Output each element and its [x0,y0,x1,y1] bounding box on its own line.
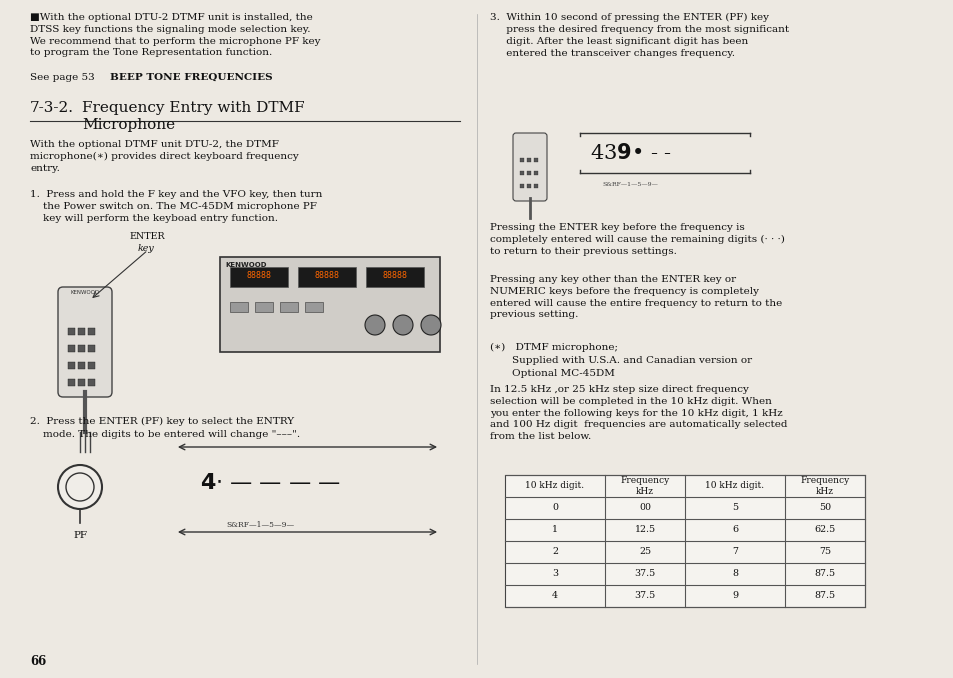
Text: 2.  Press the ENTER (PF) key to select the ENTRY
    mode. The digits to be ente: 2. Press the ENTER (PF) key to select th… [30,417,300,439]
Text: BEEP TONE FREQUENCIES: BEEP TONE FREQUENCIES [110,73,273,82]
Bar [88,379,95,386]
Bar [534,171,537,175]
Circle shape [365,315,385,335]
Bar [519,158,523,162]
Bar [519,184,523,188]
Bar [78,345,85,352]
Bar [526,184,531,188]
Text: 10 kHz digit.: 10 kHz digit. [704,481,763,490]
Text: Microphone: Microphone [82,118,175,132]
Text: 5: 5 [731,504,738,513]
Text: 00: 00 [639,504,650,513]
Text: S&RF—1—5—9—: S&RF—1—5—9— [226,521,294,529]
Text: S&RF—1—5—9—: S&RF—1—5—9— [601,182,658,187]
Text: 7-3-2.: 7-3-2. [30,101,74,115]
FancyBboxPatch shape [513,133,546,201]
Bar [519,171,523,175]
Circle shape [66,473,94,501]
Bar [68,379,75,386]
Text: ■With the optional DTU-2 DTMF unit is installed, the
DTSS key functions the sign: ■With the optional DTU-2 DTMF unit is in… [30,13,320,58]
Bar [526,158,531,162]
Text: 3: 3 [552,570,558,578]
Text: Pressing the ENTER key before the frequency is
completely entered will cause the: Pressing the ENTER key before the freque… [490,223,784,256]
Bar [504,475,864,607]
Bar [534,184,537,188]
Text: With the optional DTMF unit DTU-2, the DTMF
microphone(∗) provides direct keyboa: With the optional DTMF unit DTU-2, the D… [30,140,298,173]
Bar [254,302,273,312]
Bar [366,267,423,287]
Bar [88,328,95,335]
Bar [68,345,75,352]
Text: See page 53: See page 53 [30,73,94,82]
Text: Supplied with U.S.A. and Canadian version or: Supplied with U.S.A. and Canadian versio… [512,356,751,365]
Text: 7: 7 [731,548,738,557]
Bar [78,362,85,369]
Text: 37.5: 37.5 [634,570,655,578]
Text: 25: 25 [639,548,650,557]
Text: 3.  Within 10 second of pressing the ENTER (PF) key
     press the desired frequ: 3. Within 10 second of pressing the ENTE… [490,13,788,58]
Text: 88888: 88888 [382,271,407,279]
Text: Frequency
kHz: Frequency kHz [619,477,669,496]
Text: 12.5: 12.5 [634,525,655,534]
Text: 88888: 88888 [246,271,272,279]
Bar [297,267,355,287]
Bar [78,379,85,386]
Text: Frequency Entry with DTMF: Frequency Entry with DTMF [82,101,304,115]
Text: 1.  Press and hold the F key and the VFO key, then turn
    the Power switch on.: 1. Press and hold the F key and the VFO … [30,190,322,222]
Text: 4: 4 [552,591,558,601]
Bar [88,362,95,369]
Text: 8: 8 [731,570,738,578]
Text: In 12.5 kHz ,or 25 kHz step size direct frequency
selection will be completed in: In 12.5 kHz ,or 25 kHz step size direct … [490,385,786,441]
Circle shape [393,315,413,335]
Text: $\mathbf{4}$$\cdot$ — — — —: $\mathbf{4}$$\cdot$ — — — — [200,472,340,494]
Text: 10 kHz digit.: 10 kHz digit. [525,481,584,490]
Bar [68,328,75,335]
Text: KENWOOD: KENWOOD [71,290,99,295]
Text: 9: 9 [731,591,738,601]
Bar [305,302,323,312]
Text: PF: PF [73,531,87,540]
Circle shape [58,465,102,509]
Text: 1: 1 [552,525,558,534]
Text: ENTER: ENTER [130,232,166,241]
Circle shape [420,315,440,335]
Text: 66: 66 [30,655,46,668]
Text: key: key [138,244,154,253]
Text: 87.5: 87.5 [814,591,835,601]
Text: Optional MC-45DM: Optional MC-45DM [512,369,615,378]
Text: 37.5: 37.5 [634,591,655,601]
Bar [230,267,288,287]
Text: 62.5: 62.5 [814,525,835,534]
Text: 88888: 88888 [314,271,339,279]
Text: 6: 6 [731,525,738,534]
Bar [534,158,537,162]
Text: (∗) DTMF microphone;: (∗) DTMF microphone; [490,343,618,352]
Text: KENWOOD: KENWOOD [225,262,266,268]
Text: 43$\mathbf{9}$• - -: 43$\mathbf{9}$• - - [589,143,671,163]
Text: 0: 0 [552,504,558,513]
Text: 2: 2 [552,548,558,557]
Bar [280,302,297,312]
Bar [68,362,75,369]
Bar [78,328,85,335]
Bar [230,302,248,312]
Text: 75: 75 [818,548,830,557]
Bar [88,345,95,352]
Text: Pressing any key other than the ENTER key or
NUMERIC keys before the frequency i: Pressing any key other than the ENTER ke… [490,275,781,319]
Bar [526,171,531,175]
Text: Frequency
kHz: Frequency kHz [800,477,849,496]
Text: 50: 50 [818,504,830,513]
Bar [220,257,439,352]
Text: 87.5: 87.5 [814,570,835,578]
FancyBboxPatch shape [58,287,112,397]
